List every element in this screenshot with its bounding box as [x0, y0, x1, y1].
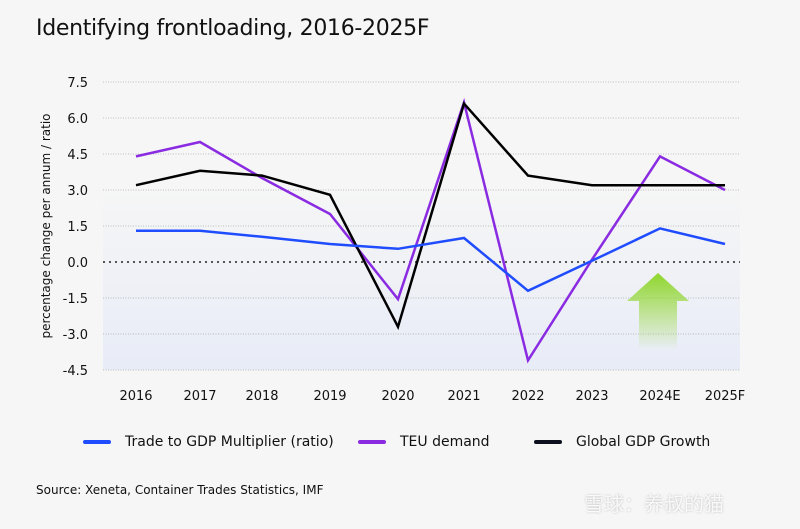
plot-background — [103, 185, 740, 370]
watermark: 雪球：养叔的猫 — [584, 492, 724, 516]
x-tick-label: 2018 — [245, 389, 278, 404]
x-tick-label: 2025F — [705, 389, 746, 404]
legend-swatch — [358, 440, 386, 444]
legend-item-teu: TEU demand — [358, 434, 490, 450]
x-tick-label: 2021 — [447, 389, 480, 404]
x-tick-label: 2020 — [381, 389, 414, 404]
x-tick-label: 2022 — [511, 389, 544, 404]
y-tick-label: 1.5 — [67, 220, 88, 235]
y-tick-label: 4.5 — [67, 148, 88, 163]
series-line-2 — [135, 101, 725, 331]
chart-title: Identifying frontloading, 2016-2025F — [36, 16, 430, 41]
x-tick-label: 2023 — [575, 389, 608, 404]
x-tick-label: 2019 — [313, 389, 346, 404]
y-tick-label: 6.0 — [67, 112, 88, 127]
y-tick-label: 3.0 — [67, 184, 88, 199]
legend-swatch — [83, 440, 111, 444]
legend-swatch — [534, 440, 562, 444]
y-tick-label: -3.0 — [63, 328, 88, 343]
legend-item-gdp: Global GDP Growth — [534, 434, 710, 450]
x-tick-label: 2024E — [639, 389, 680, 404]
legend-label: TEU demand — [400, 434, 490, 450]
series-line-0 — [136, 227, 726, 293]
legend-item-trade-gdp: Trade to GDP Multiplier (ratio) — [83, 434, 334, 450]
legend-label: Global GDP Growth — [576, 434, 711, 450]
x-tick-label: 2016 — [119, 389, 152, 404]
x-tick-label: 2017 — [183, 389, 216, 404]
y-tick-label: 7.5 — [67, 76, 88, 91]
legend-label: Trade to GDP Multiplier (ratio) — [125, 434, 334, 450]
series-line-1 — [135, 97, 726, 364]
y-tick-label: 0.0 — [67, 256, 88, 271]
y-tick-label: -4.5 — [63, 364, 88, 379]
source-note: Source: Xeneta, Container Trades Statist… — [36, 483, 324, 497]
y-tick-label: -1.5 — [63, 292, 88, 307]
up-arrow-icon — [627, 273, 689, 350]
y-axis-label: percentage change per annum / ratio — [39, 113, 53, 338]
